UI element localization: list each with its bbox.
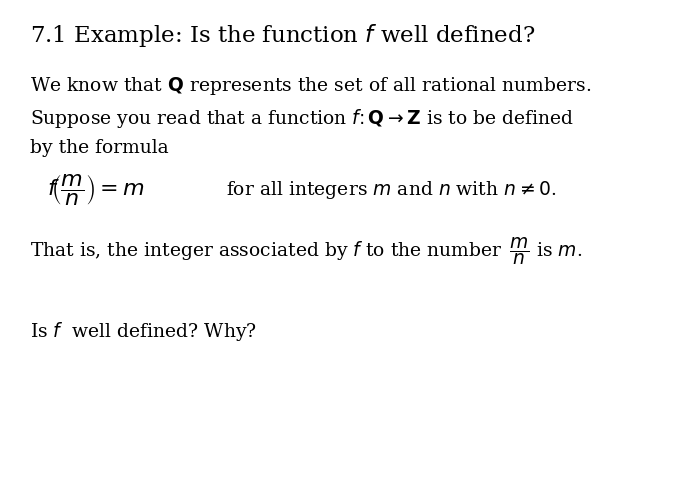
Text: That is, the integer associated by $f$ to the number $\,\dfrac{m}{n}$ is $m$.: That is, the integer associated by $f$ t…: [30, 235, 583, 267]
Text: by the formula: by the formula: [30, 139, 169, 156]
Text: for all integers $m$ and $n$ with $n \neq 0$.: for all integers $m$ and $n$ with $n \ne…: [226, 179, 557, 201]
Text: Is $f$  well defined? Why?: Is $f$ well defined? Why?: [30, 319, 257, 342]
Text: $f\!\left(\dfrac{m}{n}\right) = m$: $f\!\left(\dfrac{m}{n}\right) = m$: [47, 172, 145, 207]
Text: We know that $\mathbf{Q}$ represents the set of all rational numbers.: We know that $\mathbf{Q}$ represents the…: [30, 74, 592, 96]
Text: Suppose you read that a function $f\colon\, \mathbf{Q} \rightarrow \mathbf{Z}$ i: Suppose you read that a function $f\colo…: [30, 107, 574, 130]
Text: 7.1 Example: Is the function $f$ well defined?: 7.1 Example: Is the function $f$ well de…: [30, 22, 535, 48]
